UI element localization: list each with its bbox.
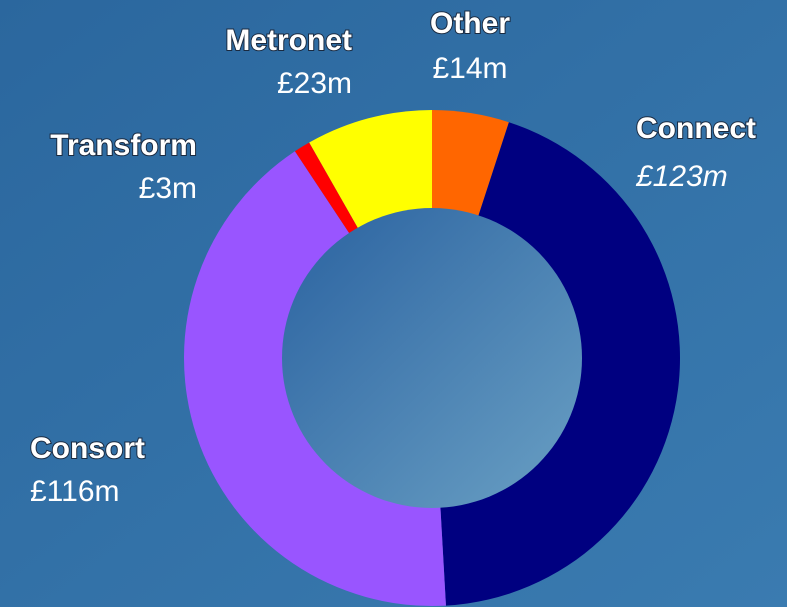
value-label: £123m: [635, 160, 728, 193]
slice-label: Connect: [636, 112, 756, 145]
value-label: £116m: [30, 475, 120, 508]
slice-label: Other: [430, 7, 510, 40]
value-label: £23m: [277, 67, 352, 100]
donut-hole: [282, 208, 582, 508]
slice-label: Transform: [50, 129, 197, 162]
value-label: £3m: [139, 172, 197, 205]
slice-label: Metronet: [225, 24, 352, 57]
slice-label: Consort: [30, 432, 145, 465]
labels: Other £14m Connect £123m Consort £116m Transfo…: [29, 6, 757, 508]
value-label: £14m: [432, 52, 507, 85]
